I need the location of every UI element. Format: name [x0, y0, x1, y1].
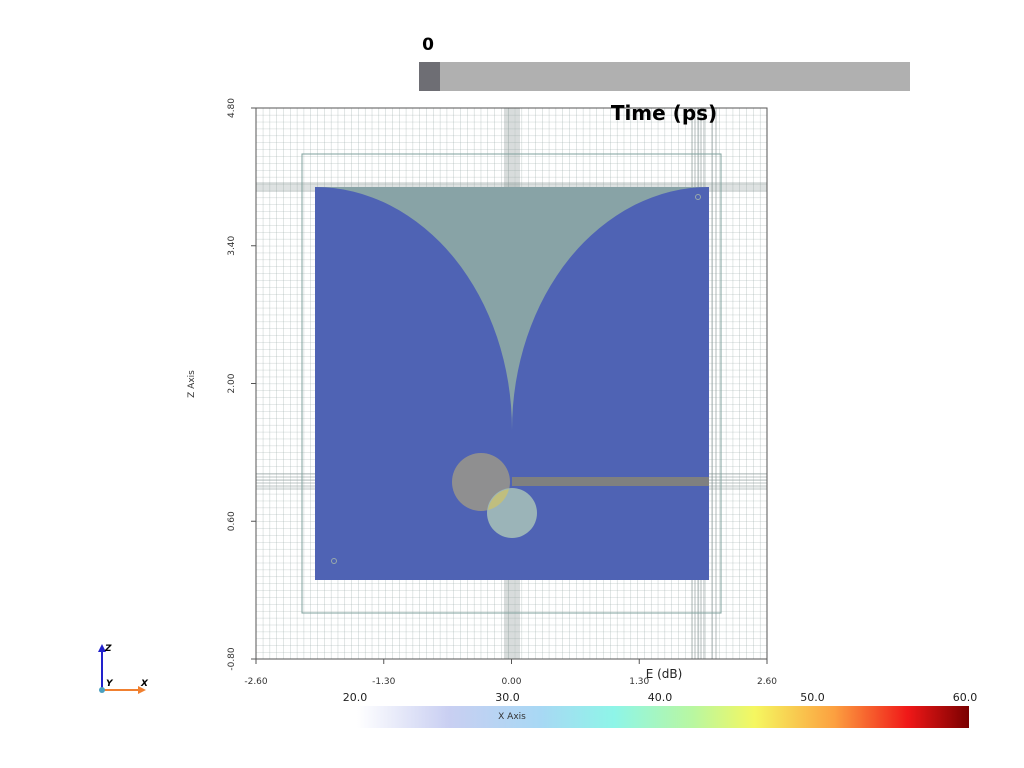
slider-track[interactable]: [419, 62, 910, 91]
axis-z: Z: [104, 644, 112, 654]
axis-x: X: [140, 679, 149, 689]
z-tick-label: 4.80: [227, 98, 237, 118]
slider-title: Time (ps): [611, 101, 717, 125]
orientation-widget: Z Y X: [98, 644, 149, 694]
time-slider[interactable]: [419, 62, 910, 91]
feed-line: [512, 477, 709, 486]
x-tick-label: 2.60: [757, 677, 777, 687]
z-tick-label: 3.40: [227, 235, 237, 255]
colorbar: [357, 706, 969, 728]
slider-handle[interactable]: [419, 62, 440, 91]
stub-circle: [487, 488, 537, 538]
probe: [331, 558, 337, 564]
x-tick-label: -2.60: [244, 677, 268, 687]
z-tick-label: 0.60: [227, 511, 237, 531]
probe: [695, 194, 701, 200]
x-axis-label-overlay: X Axis: [498, 712, 526, 722]
colorbar-tick-label: 50.0: [800, 691, 825, 704]
z-tick-label: 2.00: [227, 373, 237, 393]
overlap: [488, 489, 509, 510]
z-tick-label: -0.80: [227, 647, 237, 671]
taper-gap: [315, 187, 709, 430]
colorbar-tick-label: 40.0: [648, 691, 673, 704]
colorbar-tick-label: 20.0: [343, 691, 368, 704]
x-tick-label: -1.30: [372, 677, 396, 687]
x-tick-label: 1.30: [629, 677, 649, 687]
slider-value: 0: [422, 35, 434, 55]
colorbar-tick-label: 60.0: [953, 691, 978, 704]
boundary-box: [301, 153, 722, 614]
z-axis-label: Z Axis: [187, 370, 197, 398]
axis-y: Y: [106, 679, 114, 689]
x-tick-label: 0.00: [501, 677, 521, 687]
colorbar-title: E (dB): [646, 667, 683, 681]
colorbar-tick-label: 30.0: [495, 691, 520, 704]
